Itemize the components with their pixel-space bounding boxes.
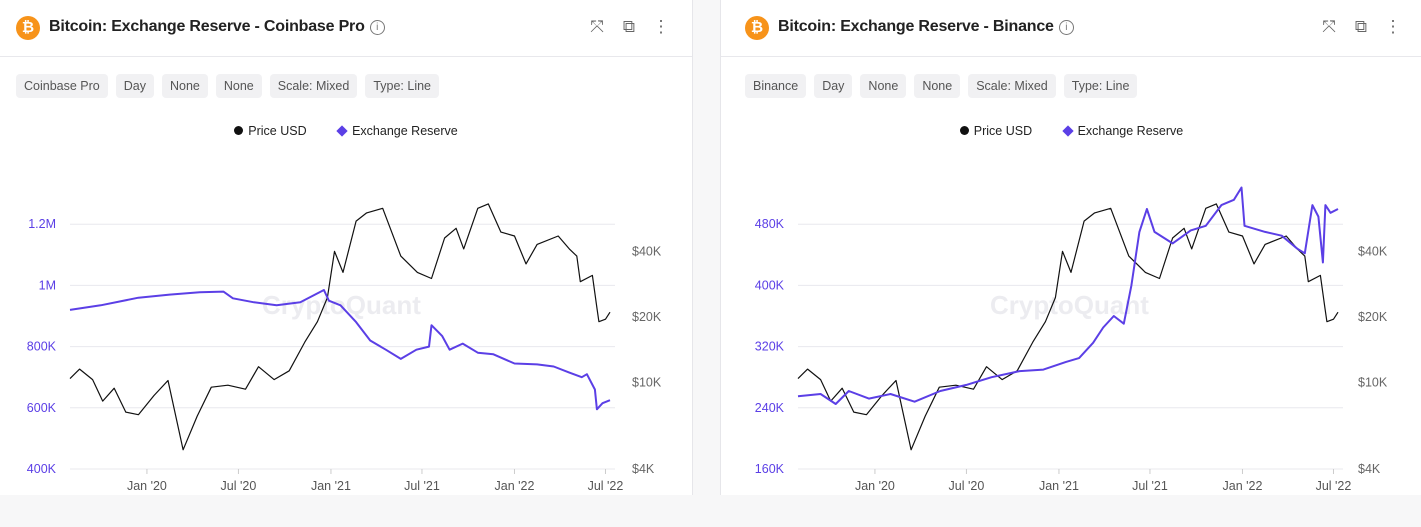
type-chip[interactable]: Type: Line [365,74,440,98]
y-left-tick-label: 400K [755,278,785,292]
window-chip[interactable]: Day [115,74,154,98]
y-right-tick-label: $4K [632,462,655,476]
chart-options: Coinbase Pro Day None None Scale: Mixed … [16,74,440,98]
indicator-chip-2[interactable]: None [215,74,262,98]
indicator-chip[interactable]: None [161,74,208,98]
chart-panel-binance: ₿ Bitcoin: Exchange Reserve - Binance i ⤧… [720,0,1421,495]
legend-label: Exchange Reserve [352,124,458,138]
info-icon[interactable]: i [1058,20,1074,35]
x-tick-label: Jul '21 [404,479,440,493]
y-left-tick-label: 1M [39,278,56,292]
legend-item-reserve[interactable]: Exchange Reserve [336,124,458,138]
y-right-tick-label: $20K [1358,310,1388,324]
legend-item-price[interactable]: Price USD [959,124,1033,138]
legend-label: Price USD [248,124,307,138]
x-tick-label: Jul '20 [949,479,985,493]
y-left-tick-label: 1.2M [28,217,56,231]
scale-chip[interactable]: Scale: Mixed [269,74,358,98]
legend-item-reserve[interactable]: Exchange Reserve [1061,124,1184,138]
y-left-tick-label: 800K [27,340,57,354]
price-usd-line [69,203,611,451]
y-left-tick-label: 320K [755,340,785,354]
expand-icon[interactable]: ⤧ [1322,17,1336,36]
legend-label: Price USD [973,124,1033,138]
panel-header: ₿ Bitcoin: Exchange Reserve - Coinbase P… [0,0,692,57]
panel-title-text: Bitcoin: Exchange Reserve - Binance [778,18,1054,35]
x-tick-label: Jan '21 [311,479,351,493]
bitcoin-icon: ₿ [745,16,769,40]
y-right-tick-label: $40K [632,244,662,258]
expand-icon[interactable]: ⤧ [590,17,604,36]
chart-options: Binance Day None None Scale: Mixed Type:… [745,74,1138,98]
x-tick-label: Jul '22 [588,479,624,493]
circle-icon [959,126,969,135]
legend: Price USD Exchange Reserve [0,124,692,138]
y-left-tick-label: 160K [755,462,785,476]
y-left-tick-label: 600K [27,401,57,415]
y-right-tick-label: $4K [1358,462,1381,476]
x-tick-label: Jul '20 [221,479,257,493]
y-right-tick-label: $40K [1358,244,1388,258]
x-tick-label: Jan '20 [127,479,167,493]
info-icon[interactable]: i [369,20,385,35]
y-left-tick-label: 240K [755,401,785,415]
popout-icon[interactable]: ⧉ [622,17,636,36]
window-chip[interactable]: Day [814,74,853,98]
y-left-tick-label: 480K [755,217,785,231]
legend: Price USD Exchange Reserve [721,124,1421,138]
legend-item-price[interactable]: Price USD [234,124,307,138]
panel-title: Bitcoin: Exchange Reserve - Binance i [778,18,1074,36]
type-chip[interactable]: Type: Line [1063,74,1138,98]
price-usd-line [797,203,1339,451]
x-tick-label: Jan '22 [1223,479,1263,493]
more-vertical-icon[interactable]: ⋮ [652,17,670,36]
x-tick-label: Jan '20 [855,479,895,493]
chart-svg: 400K 600K 800K 1M 1.2M $4K $10K $20K $40K Jan '20… [27,203,662,493]
exchange-reserve-line [797,186,1339,405]
x-tick-label: Jul '21 [1132,479,1168,493]
indicator-chip[interactable]: None [860,74,907,98]
indicator-chip-2[interactable]: None [914,74,961,98]
panel-title: Bitcoin: Exchange Reserve - Coinbase Pro… [49,18,385,36]
panel-title-text: Bitcoin: Exchange Reserve - Coinbase Pro [49,18,365,35]
exchange-reserve-line [69,289,611,411]
y-left-tick-label: 400K [27,462,57,476]
chart-panel-coinbase-pro: ₿ Bitcoin: Exchange Reserve - Coinbase P… [0,0,693,495]
watermark: CryptoQuant [990,290,1149,320]
chart-svg: 160K 240K 320K 400K 480K $4K $10K $20K $40K Jan '… [755,186,1388,493]
y-right-tick-label: $20K [632,310,662,324]
exchange-chip[interactable]: Binance [745,74,807,98]
x-tick-label: Jan '22 [495,479,535,493]
x-tick-label: Jan '21 [1039,479,1079,493]
circle-icon [234,126,244,135]
exchange-chip[interactable]: Coinbase Pro [16,74,108,98]
scale-chip[interactable]: Scale: Mixed [968,74,1056,98]
popout-icon[interactable]: ⧉ [1354,17,1368,36]
more-vertical-icon[interactable]: ⋮ [1384,17,1402,36]
x-tick-label: Jul '22 [1316,479,1352,493]
y-right-tick-label: $10K [1358,375,1388,389]
legend-label: Exchange Reserve [1077,124,1184,138]
bitcoin-icon: ₿ [16,16,40,40]
y-right-tick-label: $10K [632,375,662,389]
panel-header: ₿ Bitcoin: Exchange Reserve - Binance i ⤧… [721,0,1421,57]
